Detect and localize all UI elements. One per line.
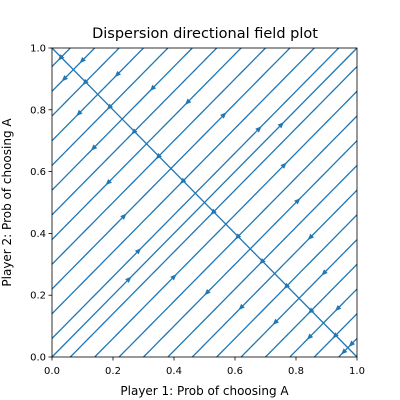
- stream-arrow: [179, 177, 187, 185]
- y-tick-label: 0.0: [30, 353, 46, 364]
- x-axis: 0.0 0.2 0.4 0.6 0.8 1.0: [44, 357, 365, 377]
- stream-arrow: [234, 233, 242, 240]
- y-tick-label: 0.2: [30, 291, 46, 302]
- stream-arrow: [306, 333, 314, 340]
- chart-title: Dispersion directional field plot: [92, 26, 318, 42]
- stream-arrow: [134, 248, 142, 255]
- stream-arrow: [220, 112, 227, 119]
- stream-arrow: [149, 84, 157, 91]
- stream-arrow: [294, 198, 301, 205]
- stream-arrow: [114, 70, 121, 78]
- x-tick-label: 1.0: [349, 366, 365, 377]
- y-tick-label: 0.6: [30, 167, 46, 178]
- y-axis-label: Player 2: Prob of choosing A: [0, 118, 14, 287]
- stream-arrow: [259, 258, 266, 265]
- y-axis: 0.0 0.2 0.4 0.6 0.8 1.0: [30, 44, 52, 364]
- stream-arrow: [184, 98, 192, 105]
- stream-arrow: [57, 54, 65, 61]
- stream-arrow: [341, 348, 348, 355]
- stream-arrow: [280, 162, 287, 169]
- stream-arrow: [105, 178, 112, 186]
- stream-arrow: [321, 269, 328, 276]
- stream-arrow: [348, 340, 355, 347]
- stream-arrow: [155, 153, 162, 160]
- separatrix: [51, 47, 358, 358]
- stream-arrow: [125, 276, 132, 283]
- stream-arrow: [82, 78, 89, 86]
- stream-arrow: [283, 282, 290, 290]
- stream-arrow: [131, 128, 138, 135]
- plot-frame: [51, 47, 358, 358]
- stream-arrow: [76, 109, 83, 117]
- stream-arrow: [170, 274, 177, 281]
- stream-arrow: [106, 103, 114, 110]
- x-tick-label: 0.2: [105, 366, 121, 377]
- x-axis-label: Player 1: Prob of choosing A: [120, 384, 289, 398]
- stream-arrow: [335, 304, 342, 312]
- stream-arrow: [61, 75, 68, 82]
- x-tick-label: 0.6: [227, 366, 243, 377]
- stream-arrow: [255, 126, 262, 133]
- stream-arrow: [308, 307, 315, 314]
- stream-arrow: [238, 303, 245, 311]
- x-tick-label: 0.0: [44, 366, 60, 377]
- stream-arrow: [90, 144, 98, 151]
- stream-arrow: [272, 318, 279, 325]
- y-tick-label: 1.0: [30, 44, 46, 55]
- stream-arrow: [307, 233, 314, 241]
- stream-arrow: [277, 122, 284, 129]
- stream-arrow: [79, 57, 86, 64]
- y-tick-label: 0.8: [30, 105, 46, 116]
- stream-arrows: [57, 54, 355, 355]
- stream-arrow: [204, 288, 211, 296]
- x-tick-label: 0.8: [288, 366, 304, 377]
- stream-arrow: [332, 332, 339, 339]
- y-tick-label: 0.4: [30, 229, 46, 240]
- stream-arrow: [210, 208, 217, 215]
- x-tick-label: 0.4: [166, 366, 182, 377]
- stream-arrow: [120, 213, 127, 220]
